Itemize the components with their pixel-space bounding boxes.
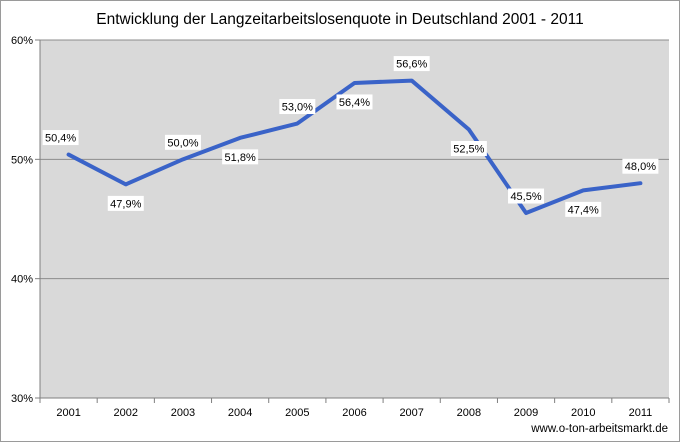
data-label-bg	[222, 149, 259, 165]
data-label-bg	[450, 141, 487, 156]
plot-area	[40, 40, 669, 398]
data-label: 56,6%	[396, 59, 427, 71]
y-tick-label: 50%	[11, 154, 33, 166]
data-label-bg	[622, 158, 659, 174]
data-label: 50,4%	[45, 133, 76, 145]
data-label-bg	[508, 188, 545, 204]
data-label: 47,4%	[568, 204, 599, 216]
data-label-bg	[279, 99, 316, 115]
data-label: 52,5%	[453, 144, 484, 156]
y-tick-label: 40%	[11, 274, 33, 286]
x-tick-label: 2005	[285, 407, 309, 419]
x-tick-label: 2004	[228, 407, 252, 419]
x-tick-label: 2002	[114, 407, 138, 419]
source-credit[interactable]: www.o-ton-arbeitsmarkt.de	[530, 423, 668, 435]
data-label-bg	[565, 201, 602, 217]
data-label: 48,0%	[625, 161, 656, 173]
x-tick-label: 2009	[514, 407, 538, 419]
x-tick-label: 2010	[571, 407, 595, 419]
data-label: 45,5%	[510, 191, 541, 203]
y-tick-label: 60%	[11, 35, 33, 47]
data-label-bg	[164, 134, 201, 150]
x-tick-label: 2003	[171, 407, 195, 419]
data-label: 47,9%	[110, 198, 141, 210]
data-label: 56,4%	[339, 97, 370, 109]
data-label: 51,8%	[225, 152, 256, 164]
x-tick-label: 2011	[629, 407, 653, 419]
data-label-bg	[42, 130, 79, 146]
data-label: 53,0%	[282, 102, 313, 114]
axes	[39, 40, 670, 403]
data-labels: 50,4% 47,9% 50,0% 51,8% 53,0% 56,4% 56,6% 52,5%…	[42, 56, 659, 217]
data-label: 50,0%	[167, 137, 198, 149]
data-label-bg	[393, 56, 430, 72]
x-tick-label: 2001	[56, 407, 80, 419]
data-label-bg	[336, 94, 373, 110]
grid-lines	[35, 39, 669, 399]
series-group	[66, 78, 643, 216]
data-label-bg	[107, 195, 144, 211]
x-tick-label: 2007	[399, 407, 423, 419]
x-tick-label: 2006	[342, 407, 366, 419]
chart-title: Entwicklung der Langzeitarbeitslosenquot…	[96, 11, 583, 28]
tick-labels: 30% 40% 50% 60% 2001 2002 2003 2004 2005 2006 2007…	[11, 35, 652, 419]
y-tick-label: 30%	[11, 393, 33, 405]
x-tick-label: 2008	[457, 407, 481, 419]
